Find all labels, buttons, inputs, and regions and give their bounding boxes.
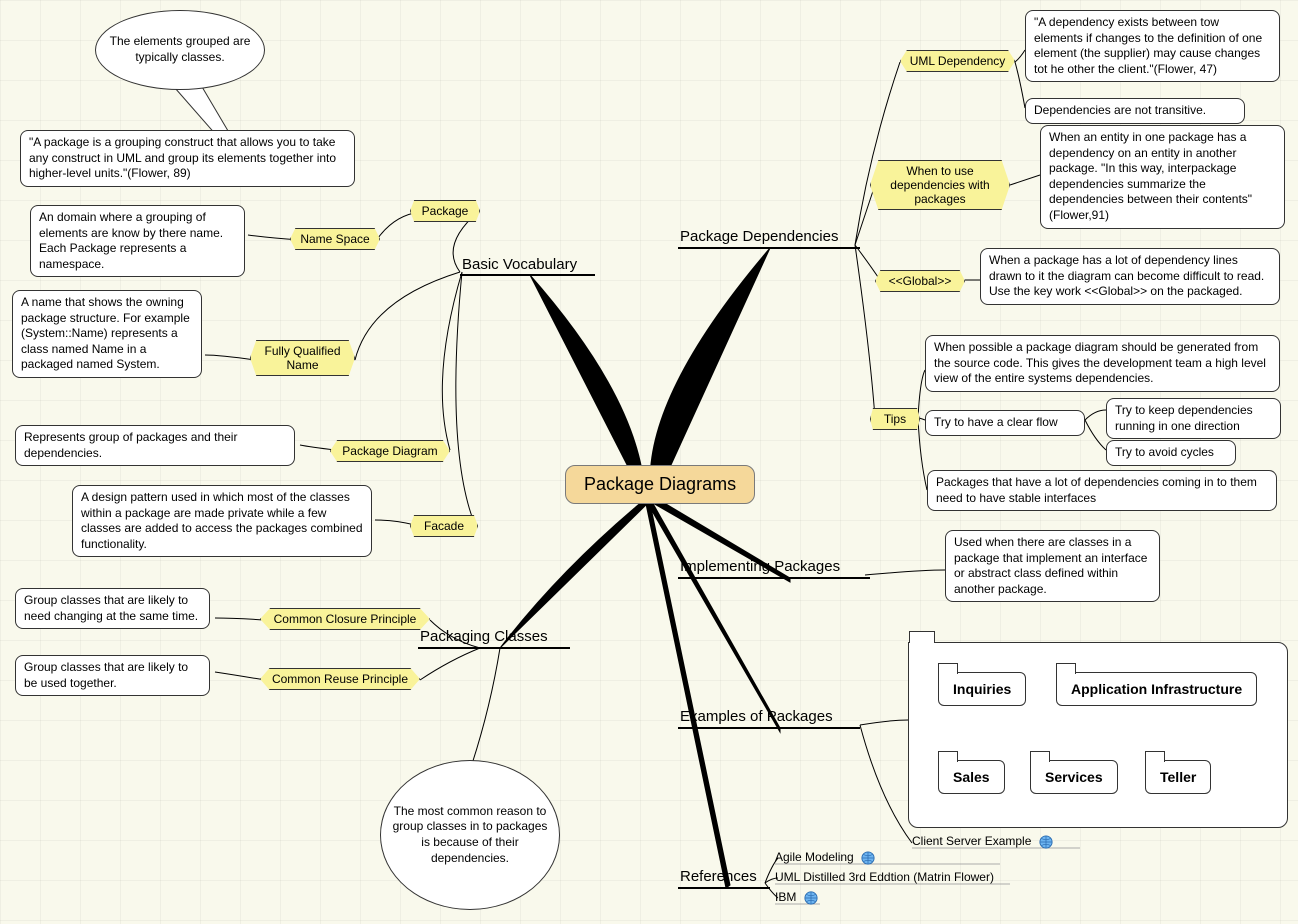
- hex-common-reuse-principle: Common Reuse Principle: [260, 668, 420, 690]
- package-services: Services: [1030, 760, 1118, 794]
- note-crp-definition: Group classes that are likely to be used…: [15, 655, 210, 696]
- note-tip-clear-flow: Try to have a clear flow: [925, 410, 1085, 436]
- package-example-container: [908, 642, 1288, 828]
- note-uml-dependency-definition: "A dependency exists between tow element…: [1025, 10, 1280, 82]
- hex-package-diagram: Package Diagram: [330, 440, 450, 462]
- note-tip-one-direction: Try to keep dependencies running in one …: [1106, 398, 1281, 439]
- note-fqn-definition: A name that shows the owning package str…: [12, 290, 202, 378]
- link-ibm[interactable]: IBM: [775, 890, 818, 905]
- globe-icon: [861, 851, 875, 865]
- note-global-definition: When a package has a lot of dependency l…: [980, 248, 1280, 305]
- hex-uml-dependency: UML Dependency: [900, 50, 1015, 72]
- package-sales: Sales: [938, 760, 1005, 794]
- hex-common-closure-principle: Common Closure Principle: [260, 608, 430, 630]
- branch-basic-vocabulary: Basic Vocabulary: [462, 256, 577, 273]
- branch-packaging-classes: Packaging Classes: [420, 628, 548, 645]
- root-label: Package Diagrams: [584, 474, 736, 494]
- note-implementing-definition: Used when there are classes in a package…: [945, 530, 1160, 602]
- globe-icon: [804, 891, 818, 905]
- branch-examples-of-packages: Examples of Packages: [680, 708, 833, 725]
- hex-fully-qualified-name: Fully Qualified Name: [250, 340, 355, 376]
- bubble-elements-grouped: The elements grouped are typically class…: [95, 10, 265, 90]
- note-tip-stable-interfaces: Packages that have a lot of dependencies…: [927, 470, 1277, 511]
- branch-implementing-packages: Implementing Packages: [680, 558, 840, 575]
- hex-package: Package: [410, 200, 480, 222]
- note-tip-generate-from-source: When possible a package diagram should b…: [925, 335, 1280, 392]
- note-not-transitive: Dependencies are not transitive.: [1025, 98, 1245, 124]
- note-ccp-definition: Group classes that are likely to need ch…: [15, 588, 210, 629]
- note-package-definition: "A package is a grouping construct that …: [20, 130, 355, 187]
- hex-tips: Tips: [870, 408, 920, 430]
- link-uml-distilled[interactable]: UML Distilled 3rd Eddtion (Matrin Flower…: [775, 870, 994, 884]
- link-agile-modeling[interactable]: Agile Modeling: [775, 850, 875, 865]
- branch-package-dependencies: Package Dependencies: [680, 228, 838, 245]
- note-facade-definition: A design pattern used in which most of t…: [72, 485, 372, 557]
- globe-icon: [1039, 835, 1053, 849]
- hex-facade: Facade: [410, 515, 478, 537]
- link-client-server-example[interactable]: Client Server Example: [912, 834, 1053, 849]
- package-inquiries: Inquiries: [938, 672, 1026, 706]
- package-application-infrastructure: Application Infrastructure: [1056, 672, 1257, 706]
- package-teller: Teller: [1145, 760, 1211, 794]
- root-node: Package Diagrams: [565, 465, 755, 504]
- note-when-to-use-definition: When an entity in one package has a depe…: [1040, 125, 1285, 229]
- note-namespace-definition: An domain where a grouping of elements a…: [30, 205, 245, 277]
- hex-global: <<Global>>: [875, 270, 965, 292]
- note-tip-avoid-cycles: Try to avoid cycles: [1106, 440, 1236, 466]
- hex-when-to-use-dependencies: When to use dependencies with packages: [870, 160, 1010, 210]
- bubble-common-reason: The most common reason to group classes …: [380, 760, 560, 910]
- branch-references: References: [680, 868, 757, 885]
- hex-namespace: Name Space: [290, 228, 380, 250]
- note-package-diagram-definition: Represents group of packages and their d…: [15, 425, 295, 466]
- package-container-tab: [909, 631, 935, 643]
